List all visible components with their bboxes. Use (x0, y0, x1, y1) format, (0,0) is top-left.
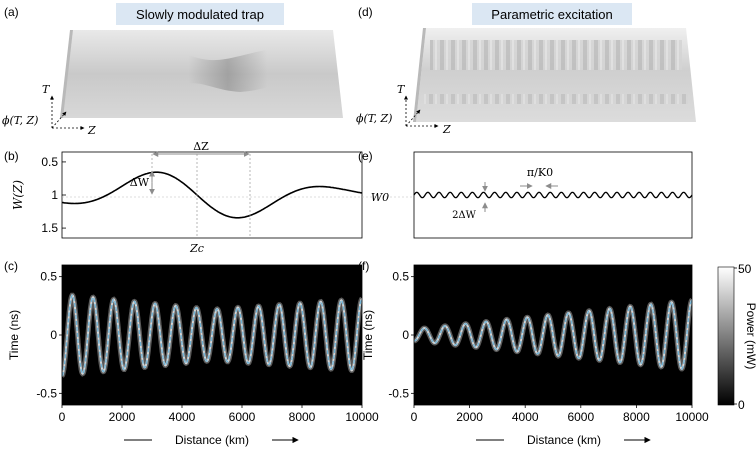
panel-d-title-box (472, 3, 632, 25)
plot-b-ylabel: W(Z) (11, 180, 25, 210)
panel-d-label: (d) (358, 5, 373, 19)
surface-a-trap (70, 44, 333, 100)
panel-a-title: Slowly modulated trap (136, 7, 264, 22)
heatmap-f-ytick-label: 0 (402, 328, 409, 342)
heatmap-f-xtick-label: 2000 (456, 410, 483, 424)
colorbar-max-label: 50 (738, 262, 752, 276)
axis-a-z-label: Z (87, 124, 96, 137)
panel-e: (e) W0 π/K0 2ΔW (358, 149, 693, 239)
panel-a-label: (a) (4, 5, 19, 19)
panel-f-label: (f) (358, 259, 369, 273)
heatmap-c-xtick-label: 4000 (169, 410, 196, 424)
heatmap-f-ytick-label: 0.5 (392, 270, 409, 284)
plot-c-ylabel: Time (ns) (7, 310, 21, 360)
panel-d: (d) Parametric excitation T Z ϕ(T, Z) (356, 3, 696, 136)
heatmap-f-xtick-label: 4000 (512, 410, 539, 424)
heatmap-f-xtick-label: 8000 (623, 410, 650, 424)
heatmap-c-xtick-label: 8000 (289, 410, 316, 424)
axis-a-t-label: T (42, 83, 51, 96)
colorbar-gradient (717, 266, 735, 406)
heatmap-c-xtick-label: 0 (59, 410, 66, 424)
colorbar-min-label: 0 (738, 398, 745, 412)
surface-a-left-wall (60, 30, 73, 118)
axis-d-phi-label: ϕ(T, Z) (356, 112, 392, 125)
panel-d-title: Parametric excitation (491, 7, 612, 22)
heatmap-c-xtick-label: 6000 (229, 410, 256, 424)
axis-d-z-label: Z (442, 123, 451, 136)
axis-d-t-label: T (397, 83, 406, 96)
trajectory-c (61, 294, 363, 377)
heatmap-c-ytick-label: 0 (50, 328, 57, 342)
trajectory-f (414, 299, 693, 370)
dz-label: ΔZ (193, 140, 209, 153)
heatmap-f-ytick-label: -0.5 (388, 386, 409, 400)
colorbar-title: Power (mW) (744, 303, 756, 370)
plot-b-yticks: 1.5 1 0.5 (41, 155, 66, 235)
axis-a-phi-label: ϕ(T, Z) (2, 114, 38, 127)
heatmap-c-xtick-label: 2000 (109, 410, 136, 424)
plot-b-ytick-label: 0.5 (41, 155, 58, 169)
panel-b-label: (b) (4, 149, 19, 163)
period-label: π/K0 (527, 166, 553, 179)
heatmap-c-ytick-label: -0.5 (36, 386, 57, 400)
heatmap-f-xtick-label: 0 (411, 410, 418, 424)
axes-a: T Z ϕ(T, Z) (2, 83, 96, 137)
colorbar: 50 0 Power (mW) (717, 262, 756, 412)
two-dw-label: 2ΔW (452, 210, 477, 221)
panel-a: (a) Slowly modulated trap T Z ϕ(T, Z) (2, 3, 343, 137)
dw-label: ΔW (130, 176, 150, 189)
surface-d-ripples-bottom (424, 94, 688, 104)
plot-c-xlabel: Distance (km) (175, 433, 249, 447)
zc-label: Zc (189, 242, 204, 255)
axis-d-phi-arrow (405, 109, 421, 127)
w0-label: W0 (371, 191, 389, 204)
panel-b: (b) 1.5 1 0.5 W(Z) ΔZ ΔW Zc (4, 140, 363, 255)
panel-c-label: (c) (4, 259, 18, 273)
heatmap-f-xtick-label: 10000 (675, 410, 709, 424)
plot-f-ylabel: Time (ns) (361, 310, 375, 360)
w-curve-b (61, 171, 363, 219)
w-curve-e (413, 191, 693, 199)
plot-b-ytick-label: 1.5 (41, 221, 58, 235)
panel-e-label: (e) (358, 149, 373, 163)
surface-d-left-wall (413, 28, 426, 122)
axis-a-phi-arrow (51, 111, 67, 129)
axes-d: T Z ϕ(T, Z) (356, 83, 451, 136)
panel-a-title-box (116, 3, 284, 25)
plot-f-xlabel: Distance (km) (527, 433, 601, 447)
plot-b-ytick-label: 1 (51, 188, 58, 202)
surface-d-ripples-top (430, 40, 682, 70)
heatmap-f-xtick-label: 6000 (567, 410, 594, 424)
heatmap-c-ytick-label: 0.5 (40, 270, 57, 284)
heatmap-c-xtick-label: 10000 (345, 410, 379, 424)
